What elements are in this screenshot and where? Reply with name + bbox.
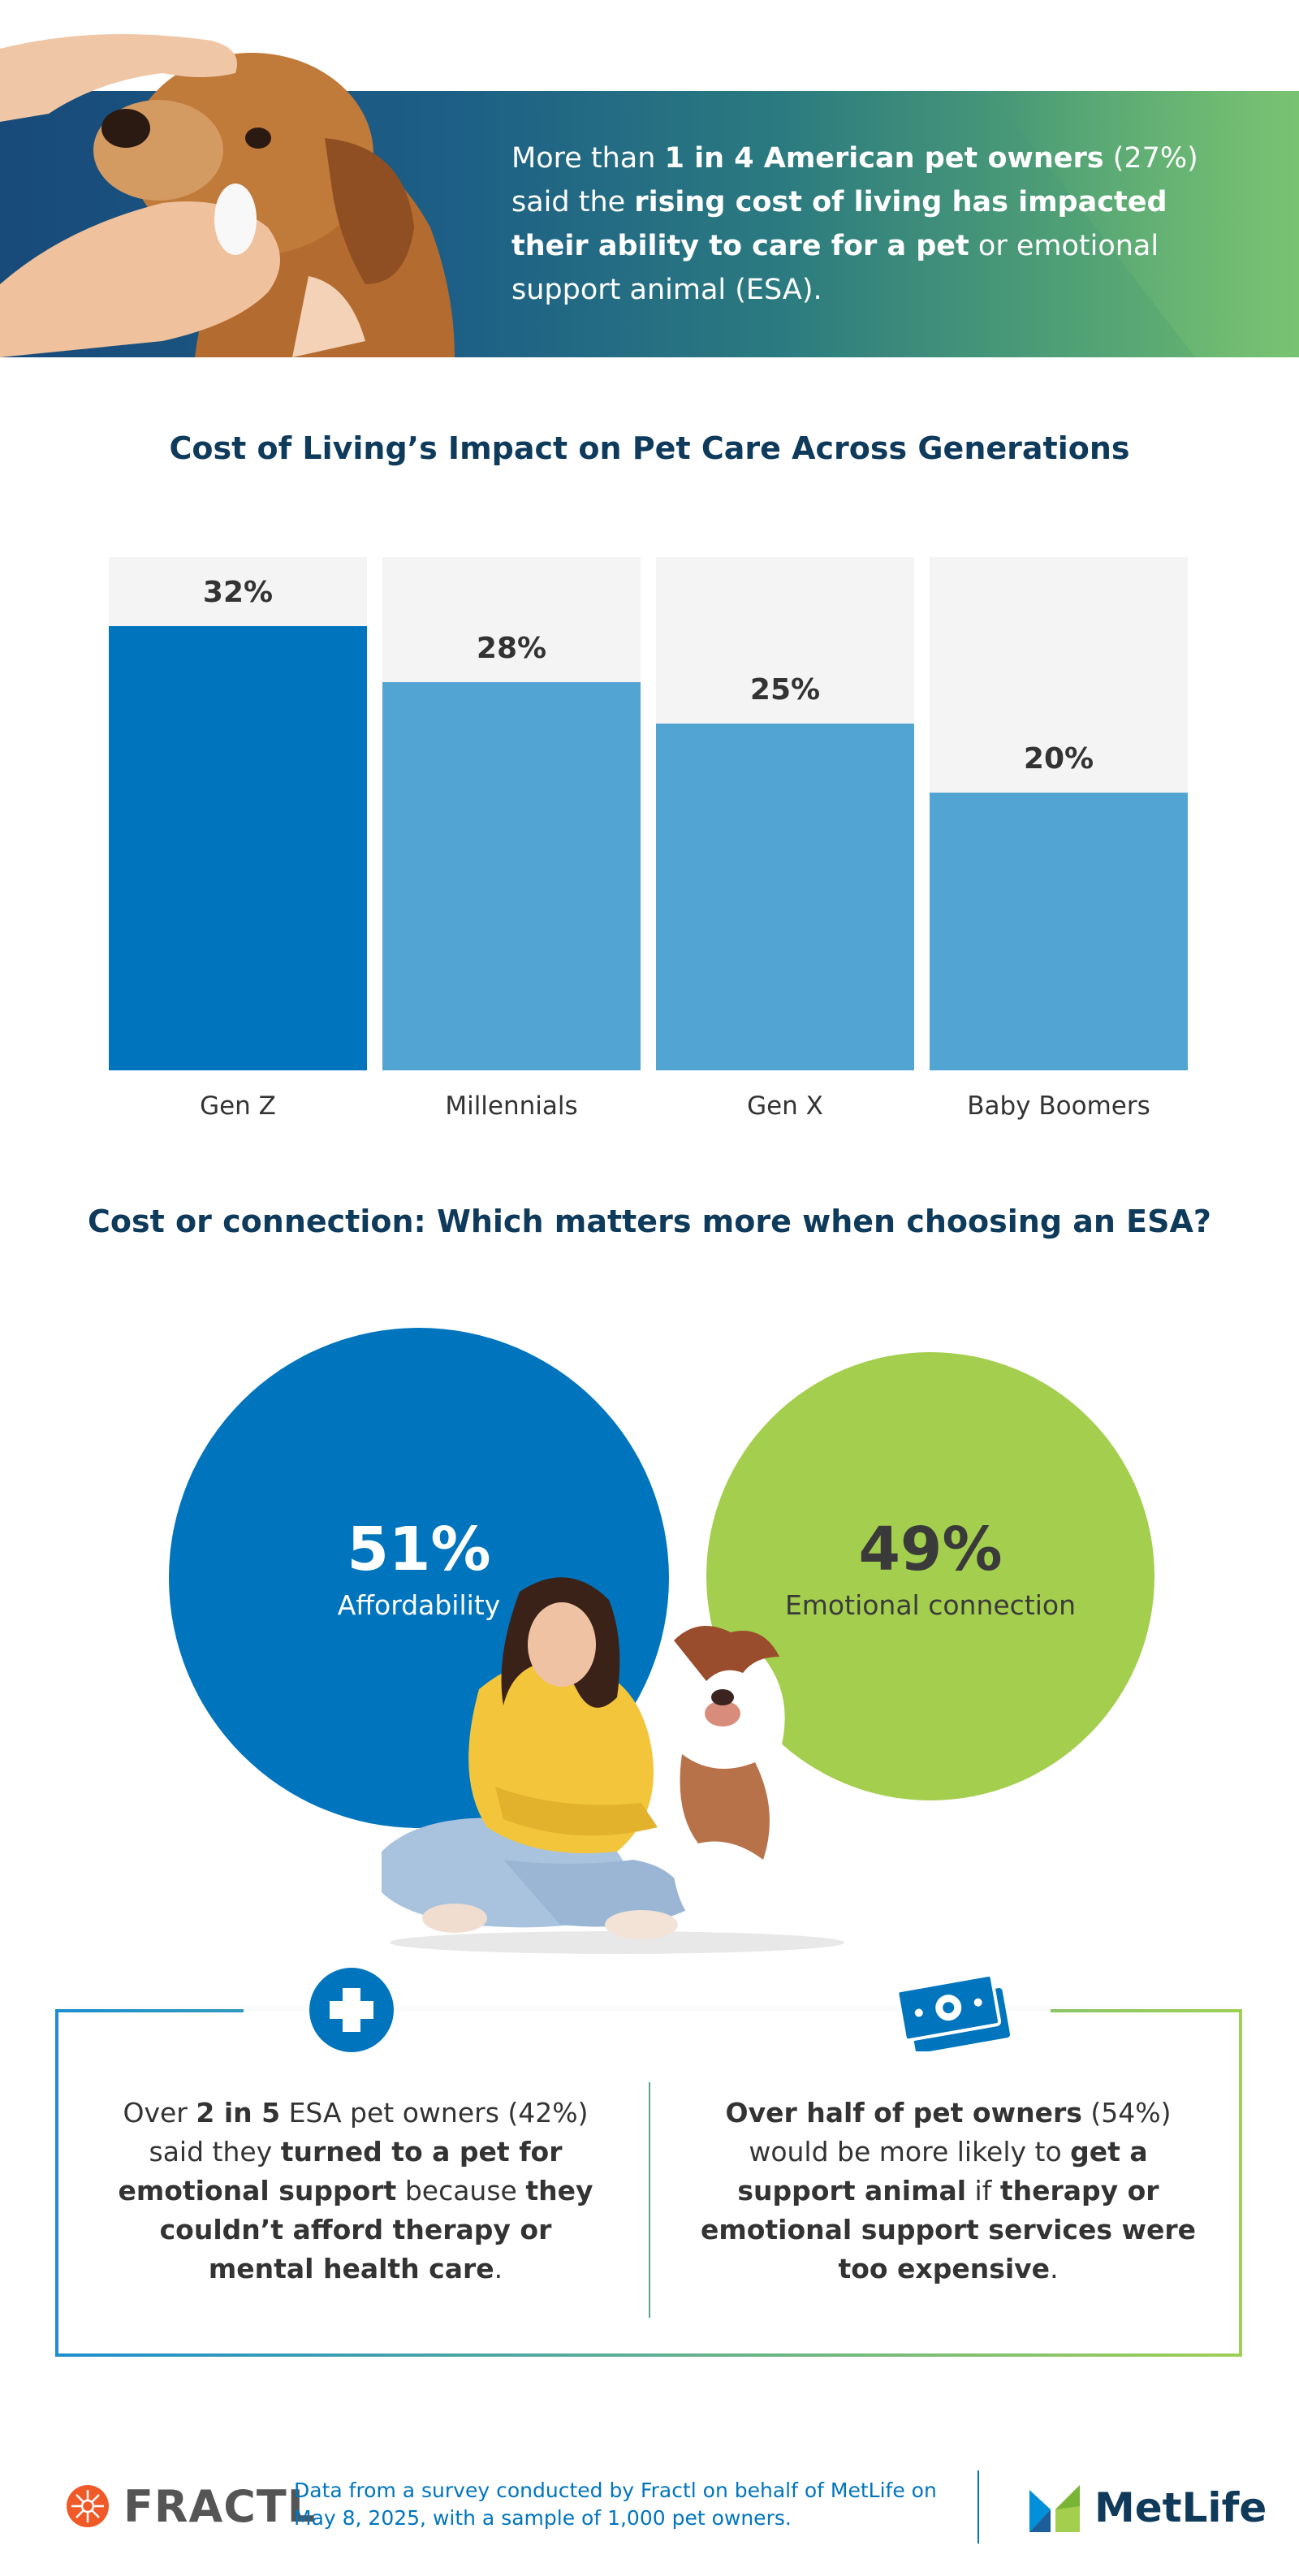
left-stat-t4: . [494, 2253, 503, 2284]
left-stat-t2: ESA pet owners (42%) said they [149, 2097, 589, 2168]
fractl-logo-mark [67, 2485, 109, 2527]
footer-divider [977, 2470, 979, 2544]
left-stat-t1: Over [123, 2097, 196, 2129]
hero-statement: More than 1 in 4 American pet owners (27… [511, 136, 1210, 312]
bar-category-label: Gen Z [200, 1091, 276, 1121]
hero-bold-1: 1 in 4 American pet owners [664, 142, 1104, 175]
fractl-logo-text: FRACTL [123, 2480, 317, 2532]
right-stat-t3: . [1050, 2253, 1059, 2284]
right-stat-b3: therapy or emotional support services we… [700, 2175, 1197, 2284]
footer-source-note: Data from a survey conducted by Fractl o… [294, 2479, 937, 2530]
fractl-logo: FRACTL [65, 2480, 317, 2532]
emotional-connection-value: 49% [858, 1515, 1003, 1584]
hero-text-3: or emotional support animal (ESA). [511, 230, 1159, 306]
left-stat-t3: because [396, 2175, 526, 2206]
affordability-label: Affordability [337, 1589, 501, 1621]
bar-category-label: Baby Boomers [967, 1091, 1150, 1121]
bar-chart: 32% Gen Z 28% Millennials 25% Gen X 20% Baby Bo… [0, 0, 1299, 1137]
plus-icon [309, 1968, 394, 2052]
bar-category-label: Gen X [747, 1091, 823, 1121]
metlife-logo-text: MetLife [1094, 2484, 1267, 2531]
left-stat-b3: they couldn’t afford therapy or mental h… [159, 2175, 593, 2284]
bar-baby-boomers [930, 793, 1188, 1070]
metlife-logo: MetLife [1026, 2482, 1267, 2534]
bar-category-label: Millennials [445, 1091, 578, 1121]
right-stat-text: Over half of pet owners (54%) would be m… [697, 2094, 1200, 2289]
left-stat-b1: 2 in 5 [196, 2097, 281, 2129]
bar-chart-title: Cost of Living’s Impact on Pet Care Acro… [169, 430, 1130, 466]
emotional-connection-label: Emotional connection [784, 1589, 1077, 1621]
affordability-value: 51% [347, 1515, 491, 1584]
bar-value-label: 32% [202, 576, 274, 610]
metlife-logo-mark [1029, 2485, 1080, 2532]
hero-text-1: More than [511, 142, 665, 175]
left-stat-b2: turned to a pet for emotional support [118, 2136, 563, 2206]
stats-box: Over 2 in 5 ESA pet owners (42%) said th… [55, 1968, 1242, 2357]
bar-value-label: 20% [1023, 742, 1094, 776]
hero-bold-2: rising cost of living has impacted their… [511, 186, 1167, 262]
right-stat-t2: if [966, 2175, 1000, 2206]
bar-value-label: 25% [749, 672, 821, 707]
right-stat-b2: get a support animal [737, 2136, 1148, 2206]
right-stat-t1: (54%) would be more likely to [749, 2097, 1172, 2168]
woman-with-dog-photo [382, 1577, 844, 1954]
bar-millennials [382, 681, 641, 1070]
dog-photo [0, 34, 455, 357]
right-stat-b1: Over half of pet owners [725, 2097, 1082, 2129]
money-icon [895, 1973, 1011, 2051]
hero-text-2: (27%) said the [511, 142, 1198, 218]
esa-chart-title: Cost or connection: Which matters more w… [88, 1204, 1211, 1239]
left-stat-text: Over 2 in 5 ESA pet owners (42%) said th… [104, 2094, 607, 2289]
bar-gen-x [656, 723, 914, 1070]
stats-divider [649, 2082, 650, 2318]
bar-value-label: 28% [476, 631, 547, 665]
bar-gen-z [109, 626, 367, 1070]
